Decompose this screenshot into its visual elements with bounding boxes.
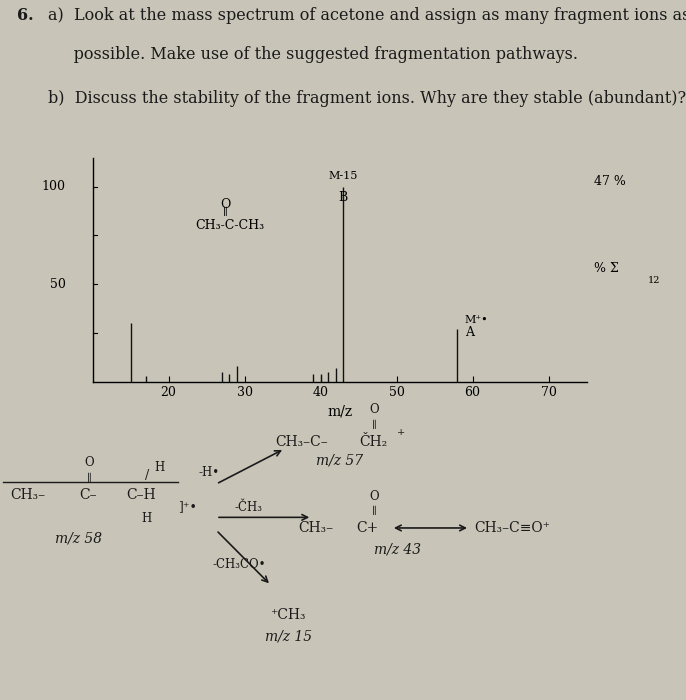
Text: m/z 43: m/z 43 bbox=[375, 543, 421, 557]
Text: O: O bbox=[84, 456, 94, 469]
Text: m/z 58: m/z 58 bbox=[56, 531, 102, 545]
Text: CH₃–C≡O⁺: CH₃–C≡O⁺ bbox=[475, 521, 551, 535]
Text: H: H bbox=[154, 461, 164, 475]
Text: ∥: ∥ bbox=[223, 207, 228, 217]
Text: +: + bbox=[397, 428, 405, 437]
Text: -ČH₃: -ČH₃ bbox=[235, 501, 262, 514]
Text: O: O bbox=[369, 403, 379, 416]
Text: O: O bbox=[369, 489, 379, 503]
Text: B: B bbox=[339, 190, 348, 204]
Text: possible. Make use of the suggested fragmentation pathways.: possible. Make use of the suggested frag… bbox=[48, 46, 578, 63]
Text: ⁺CH₃: ⁺CH₃ bbox=[270, 608, 306, 622]
Text: m/z 15: m/z 15 bbox=[265, 629, 311, 643]
Text: CH₃–C–: CH₃–C– bbox=[276, 435, 328, 449]
Text: 47 %: 47 % bbox=[594, 175, 626, 188]
Text: -CH₃CO•: -CH₃CO• bbox=[213, 558, 266, 570]
Text: ∥: ∥ bbox=[87, 474, 91, 483]
Text: CH₃–: CH₃– bbox=[10, 488, 45, 502]
X-axis label: m/z: m/z bbox=[327, 405, 352, 419]
Text: C–H: C–H bbox=[126, 488, 156, 502]
Text: -H•: -H• bbox=[199, 466, 220, 479]
Text: ∥: ∥ bbox=[372, 507, 376, 517]
Text: m/z 57: m/z 57 bbox=[316, 454, 363, 468]
Text: C+: C+ bbox=[356, 521, 378, 535]
Text: ]⁺•: ]⁺• bbox=[178, 500, 198, 513]
Text: /: / bbox=[145, 469, 149, 482]
Text: 100: 100 bbox=[41, 180, 65, 193]
Text: CH₃–: CH₃– bbox=[298, 521, 333, 535]
Text: 6.: 6. bbox=[17, 7, 34, 24]
Text: O: O bbox=[220, 197, 230, 211]
Text: CH₃-C-CH₃: CH₃-C-CH₃ bbox=[196, 219, 264, 232]
Text: M-15: M-15 bbox=[329, 171, 358, 181]
Text: a)  Look at the mass spectrum of acetone and assign as many fragment ions as: a) Look at the mass spectrum of acetone … bbox=[48, 7, 686, 24]
Text: A: A bbox=[465, 326, 474, 339]
Text: ∥: ∥ bbox=[372, 421, 376, 430]
Text: H: H bbox=[141, 512, 151, 525]
Text: b)  Discuss the stability of the fragment ions. Why are they stable (abundant)?: b) Discuss the stability of the fragment… bbox=[48, 90, 686, 106]
Text: 12: 12 bbox=[648, 276, 660, 285]
Text: 50: 50 bbox=[49, 278, 65, 290]
Text: ČH₂: ČH₂ bbox=[359, 435, 388, 449]
Text: % Σ: % Σ bbox=[594, 262, 619, 275]
Text: C–: C– bbox=[79, 488, 97, 502]
Text: M⁺•: M⁺• bbox=[465, 315, 488, 325]
